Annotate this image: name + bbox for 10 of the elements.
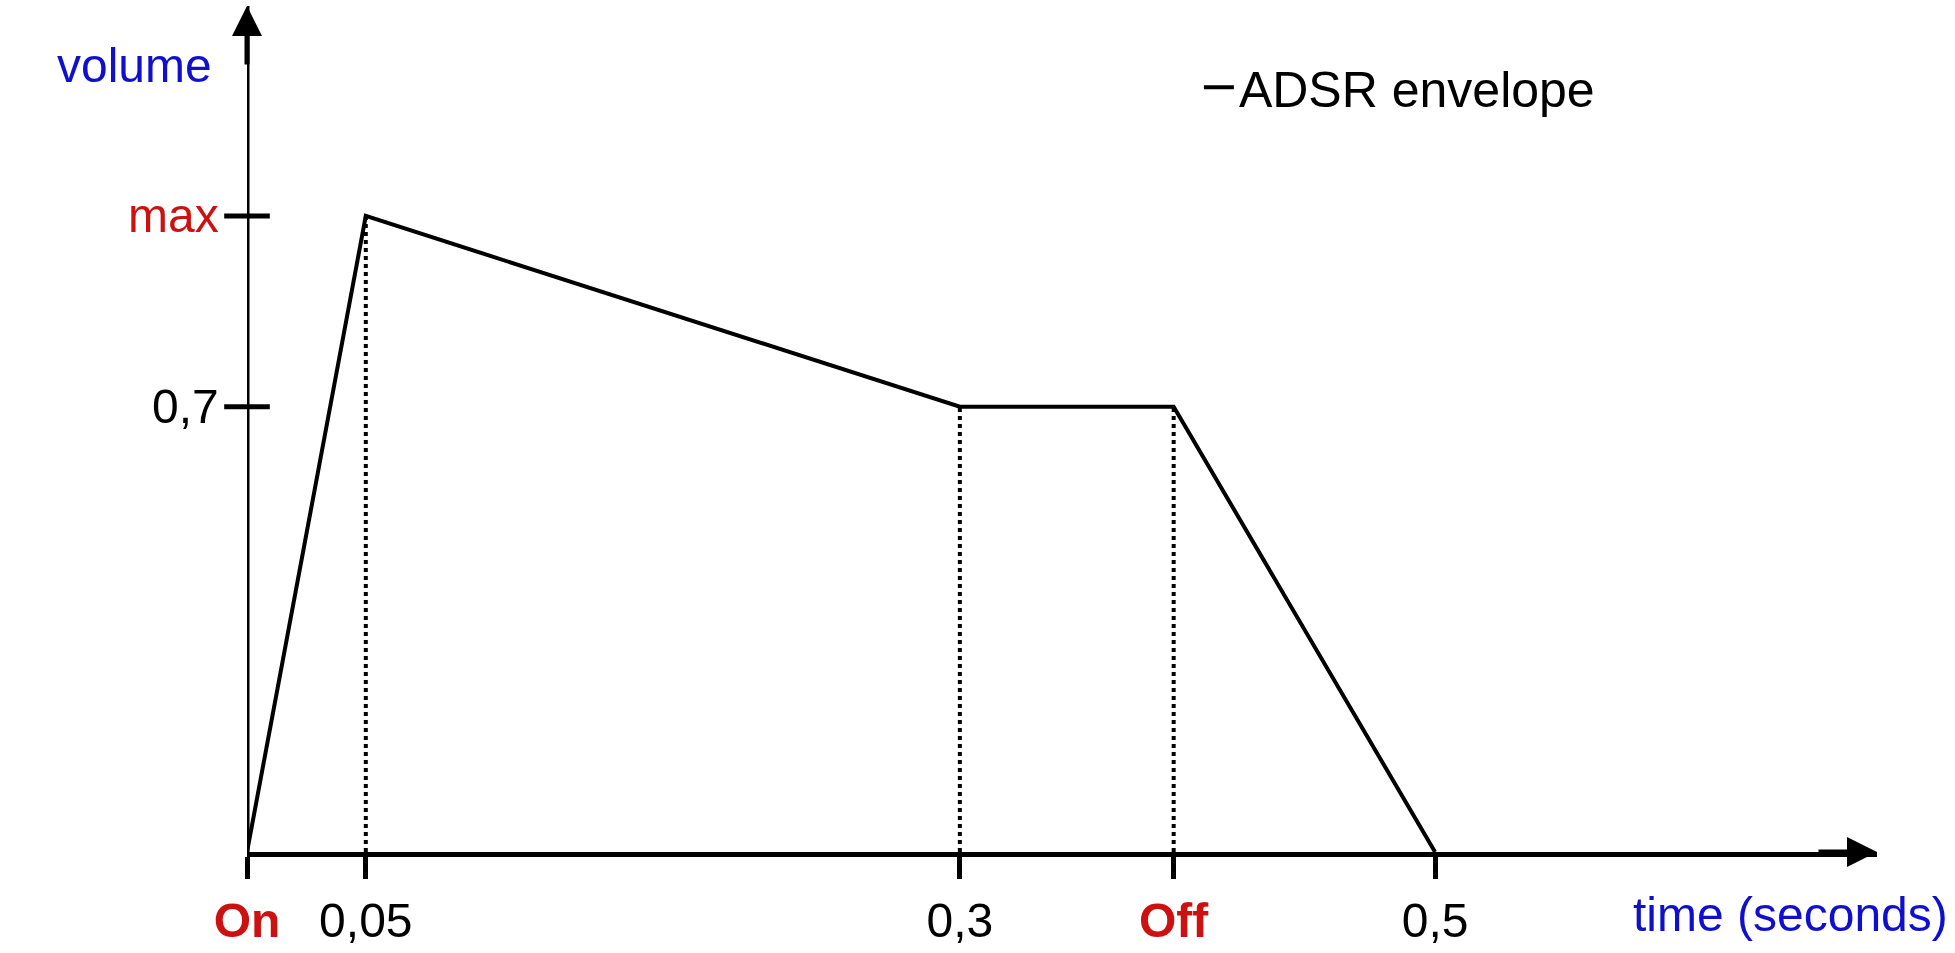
legend-label: ADSR envelope bbox=[1238, 61, 1595, 118]
text: max bbox=[128, 189, 219, 242]
text: 0,7 bbox=[152, 380, 219, 433]
x-tick-label: On bbox=[213, 893, 281, 947]
x-tick-label: 0,05 bbox=[319, 893, 413, 947]
y-axis-title: volume bbox=[57, 39, 212, 92]
x-axis-title: time (seconds) bbox=[1633, 888, 1948, 941]
x-tick-label: 0,5 bbox=[1401, 893, 1469, 947]
x-tick-label: Off bbox=[1139, 893, 1210, 947]
x-tick-label: 0,3 bbox=[926, 893, 994, 947]
